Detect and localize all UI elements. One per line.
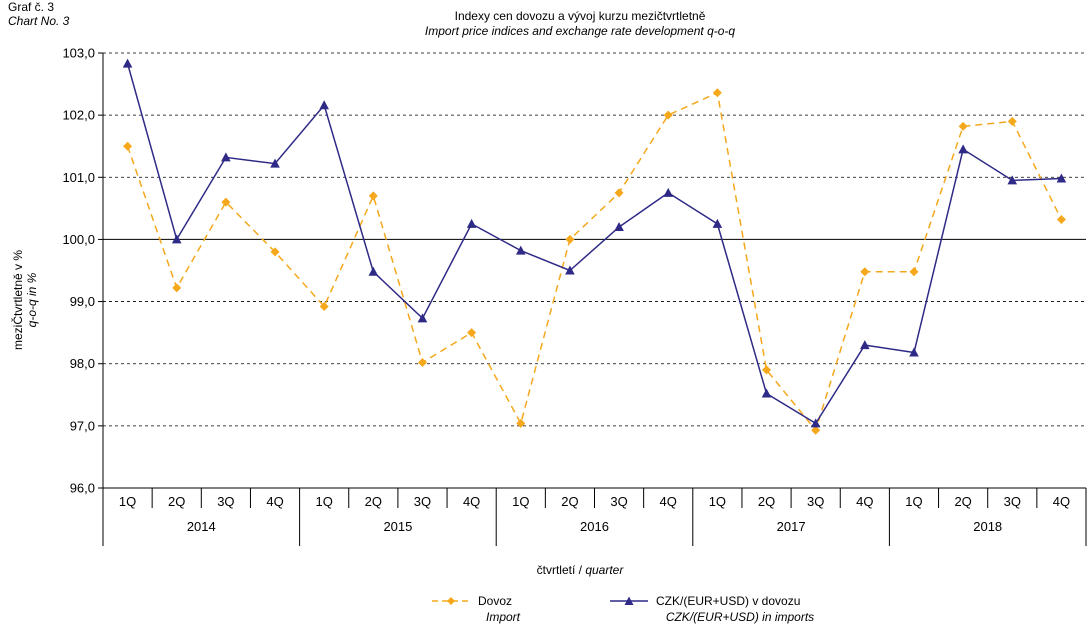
legend-marker-dovoz [447, 597, 455, 605]
data-point-dovoz [614, 188, 624, 198]
data-point-czk [171, 234, 182, 244]
year-label: 2015 [383, 519, 412, 534]
legend-item-czk: CZK/(EUR+USD) v dovozu CZK/(EUR+USD) in … [610, 594, 814, 624]
data-point-dovoz [958, 121, 968, 131]
data-point-dovoz [417, 357, 427, 367]
data-point-czk [712, 218, 723, 228]
data-point-dovoz [319, 302, 329, 312]
data-point-czk [909, 347, 919, 357]
chart-subtitle: Import price indices and exchange rate d… [425, 24, 736, 38]
x-tick-label: 4Q [660, 494, 677, 509]
data-point-dovoz [467, 328, 477, 338]
plot-area: 96,0 97,0 98,0 99,0 100,0 101,0 102,0 103,0 1Q 2Q… [62, 46, 1087, 546]
y-tick-label: 98,0 [70, 356, 95, 371]
series-line-0 [126, 91, 1063, 432]
y-tick-label: 103,0 [62, 46, 95, 61]
data-point-czk [368, 266, 379, 276]
data-point-czk [417, 313, 428, 323]
year-label: 2018 [973, 519, 1002, 534]
y-tick-label: 97,0 [70, 418, 95, 433]
series-line-1 [126, 63, 1062, 425]
y-tick-label: 102,0 [62, 108, 95, 123]
data-point-czk [958, 144, 968, 154]
data-point-czk [860, 340, 870, 350]
y-axis-label: meziČtvrtletně v % [10, 250, 25, 350]
data-point-czk [270, 158, 280, 168]
legend-label-dovoz-en: Import [486, 610, 521, 624]
x-tick-label: 3Q [1004, 494, 1021, 509]
legend-label-dovoz: Dovoz [478, 594, 512, 608]
x-tick-label: 2Q [954, 494, 971, 509]
x-tick-label: 4Q [856, 494, 873, 509]
x-tick-label: 4Q [266, 494, 283, 509]
data-point-dovoz [712, 88, 722, 98]
data-point-czk [122, 58, 133, 68]
legend-marker-czk [624, 596, 634, 605]
data-point-dovoz [516, 418, 526, 428]
chart-title: Indexy cen dovozu a vývoj kurzu mezičtvr… [455, 9, 706, 23]
x-tick-label: 1Q [905, 494, 922, 509]
x-axis-title: čtvrtletí / quarter [537, 563, 625, 577]
data-point-dovoz [762, 365, 772, 375]
data-point-dovoz [270, 247, 280, 257]
x-tick-label: 1Q [709, 494, 726, 509]
data-point-czk [614, 222, 624, 231]
y-tick-label: 99,0 [70, 294, 95, 309]
year-label: 2016 [580, 519, 609, 534]
data-point-dovoz [860, 267, 870, 277]
x-tick-label: 2Q [561, 494, 578, 509]
x-tick-label: 3Q [217, 494, 234, 509]
x-tick-label: 3Q [610, 494, 627, 509]
data-point-czk [565, 265, 575, 275]
data-point-dovoz [909, 267, 919, 277]
data-point-czk [1056, 173, 1067, 183]
chart-number-label-en: Chart No. 3 [8, 14, 70, 28]
x-tick-label: 2Q [758, 494, 775, 509]
legend: Dovoz Import CZK/(EUR+USD) v dovozu CZK/… [432, 594, 814, 624]
data-point-dovoz [123, 141, 133, 151]
data-point-dovoz [811, 425, 821, 435]
data-point-czk [319, 100, 329, 110]
year-label: 2014 [187, 519, 216, 534]
x-axis-title-en: quarter [585, 563, 624, 577]
y-tick-label: 96,0 [70, 481, 95, 496]
data-point-czk [663, 187, 674, 197]
data-point-czk [466, 218, 477, 228]
data-point-dovoz [368, 191, 378, 201]
x-tick-label: 4Q [1053, 494, 1070, 509]
data-point-czk [1007, 175, 1018, 185]
data-point-dovoz [1007, 116, 1017, 126]
legend-label-czk: CZK/(EUR+USD) v dovozu [656, 594, 800, 608]
x-tick-label: 1Q [119, 494, 136, 509]
data-point-dovoz [1056, 215, 1066, 225]
data-point-czk [761, 388, 772, 398]
legend-label-czk-en: CZK/(EUR+USD) in imports [666, 610, 814, 624]
x-axis-title-cz: čtvrtletí / [537, 563, 586, 577]
y-axis-label-en: q-o-q in % [25, 272, 39, 327]
data-point-dovoz [172, 283, 182, 293]
data-point-czk [810, 418, 821, 428]
data-point-dovoz [565, 234, 575, 244]
x-tick-label: 3Q [807, 494, 824, 509]
x-tick-label: 3Q [414, 494, 431, 509]
data-point-dovoz [663, 110, 673, 120]
x-tick-label: 2Q [365, 494, 382, 509]
legend-item-dovoz: Dovoz Import [432, 594, 521, 624]
data-point-dovoz [221, 197, 231, 207]
year-label: 2017 [777, 519, 806, 534]
y-tick-label: 101,0 [62, 170, 95, 185]
data-point-czk [515, 245, 526, 255]
data-point-czk [221, 152, 231, 162]
x-tick-label: 2Q [168, 494, 185, 509]
y-tick-label: 100,0 [62, 232, 95, 247]
chart-number-label: Graf č. 3 [8, 0, 54, 14]
x-tick-label: 1Q [316, 494, 333, 509]
x-tick-label: 4Q [463, 494, 480, 509]
x-tick-label: 1Q [512, 494, 529, 509]
